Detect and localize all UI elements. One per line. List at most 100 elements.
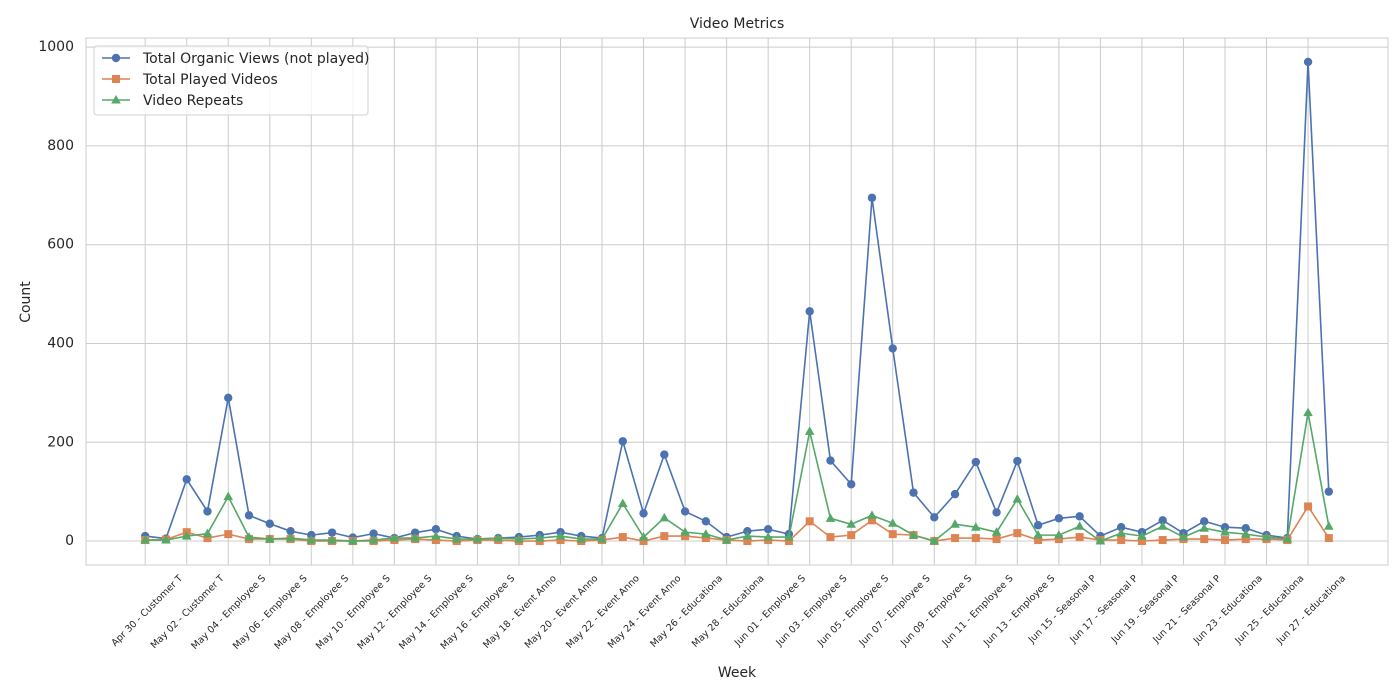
x-tick-label: May 10 - Employee S: [314, 573, 393, 652]
data-point: [1261, 532, 1272, 541]
data-point: [909, 488, 918, 497]
data-point: [660, 450, 669, 459]
legend-label: Video Repeats: [143, 93, 243, 109]
data-point: [1158, 536, 1167, 545]
x-tick-label: Jun 19 - Seasonal P: [1109, 573, 1182, 646]
data-point: [701, 534, 710, 543]
data-point: [1178, 532, 1189, 541]
x-tick-label: May 20 - Event Anno: [523, 573, 601, 651]
data-point: [950, 489, 960, 499]
data-point: [701, 529, 711, 538]
data-point: [1116, 528, 1126, 537]
data-point: [534, 533, 545, 542]
x-tick-label: May 28 - Educationa: [690, 573, 767, 650]
data-point: [826, 533, 835, 542]
x-tick-label: Jun 11 - Employee S: [940, 573, 1016, 649]
data-point: [825, 513, 836, 522]
data-point: [1324, 487, 1334, 496]
x-tick-label: Jun 03 - Employee S: [774, 573, 850, 649]
data-point: [327, 528, 337, 537]
data-point: [659, 512, 670, 522]
x-tick-label: Jun 25 - Educationa: [1232, 573, 1306, 647]
data-point: [867, 510, 877, 519]
x-tick-label: Jun 05 - Employee S: [815, 573, 891, 649]
data-point: [618, 437, 627, 446]
x-tick-label: Jun 01 - Employee S: [732, 573, 808, 649]
data-point: [1241, 524, 1250, 533]
data-point: [285, 533, 296, 542]
data-point: [493, 533, 503, 542]
data-point: [182, 475, 191, 484]
x-tick-label: May 12 - Employee S: [356, 573, 435, 652]
data-point: [950, 519, 960, 528]
data-point: [224, 393, 233, 403]
y-tick-label: 600: [47, 237, 74, 253]
data-point: [1220, 527, 1230, 536]
x-tick-label: Jun 13 - Employee S: [981, 573, 1057, 649]
data-point: [763, 532, 773, 541]
plot-area: [85, 37, 1389, 566]
data-point: [887, 518, 898, 527]
data-point: [991, 527, 1002, 536]
data-point: [617, 498, 628, 508]
data-point: [763, 524, 773, 534]
x-tick-label: May 02 - Customer T: [149, 573, 227, 651]
x-tick-label: Jun 17 - Seasonal P: [1067, 573, 1140, 646]
data-point: [1240, 529, 1251, 538]
data-point: [1304, 502, 1313, 511]
data-point: [1054, 535, 1063, 544]
data-point: [265, 519, 274, 528]
data-point: [1033, 521, 1043, 530]
x-tick-label: Jun 15 - Seasonal P: [1026, 573, 1099, 646]
data-point: [847, 480, 856, 489]
x-tick-label: May 18 - Event Anno: [481, 573, 559, 651]
data-point: [929, 536, 940, 545]
data-point: [804, 426, 815, 435]
x-tick-label: May 26 - Educationa: [648, 573, 725, 650]
data-point: [244, 511, 254, 520]
series-line: [145, 412, 1330, 542]
data-point: [1095, 536, 1106, 545]
y-tick-label: 200: [47, 434, 74, 450]
data-point: [203, 534, 212, 543]
legend-marker: [112, 75, 120, 83]
data-point: [1116, 523, 1126, 532]
x-tick-label: Jun 21 - Seasonal P: [1150, 573, 1223, 646]
data-point: [1157, 521, 1168, 530]
data-point: [1324, 534, 1333, 543]
data-point: [1013, 529, 1022, 538]
x-tick-label: Jun 27 - Educationa: [1274, 573, 1348, 647]
data-point: [847, 531, 856, 540]
data-point: [1013, 456, 1022, 466]
data-point: [639, 537, 648, 546]
data-point: [389, 533, 400, 542]
data-point: [701, 517, 711, 526]
data-point: [867, 516, 876, 525]
data-point: [431, 524, 441, 534]
data-point: [1137, 531, 1147, 540]
data-point: [971, 457, 981, 467]
data-point: [992, 535, 1001, 544]
data-point: [784, 537, 793, 546]
data-point: [971, 522, 981, 531]
x-tick-label: May 22 - Event Anno: [564, 573, 642, 651]
data-point: [721, 535, 732, 544]
x-tick-label: Jun 07 - Employee S: [857, 573, 933, 649]
data-point: [1074, 521, 1085, 530]
x-tick-label: May 08 - Employee S: [272, 573, 351, 652]
data-point: [1220, 536, 1229, 545]
data-point: [597, 534, 607, 543]
data-point: [888, 530, 897, 539]
data-point: [660, 532, 669, 541]
data-point: [223, 491, 234, 501]
data-point: [1199, 523, 1210, 532]
x-tick-label: May 24 - Event Anno: [606, 573, 684, 651]
data-point: [472, 534, 483, 543]
data-point: [1012, 494, 1023, 503]
data-point: [743, 537, 752, 546]
x-tick-label: May 16 - Employee S: [439, 573, 518, 652]
data-point: [680, 507, 690, 516]
data-point: [1282, 534, 1293, 543]
data-point: [1137, 537, 1146, 546]
